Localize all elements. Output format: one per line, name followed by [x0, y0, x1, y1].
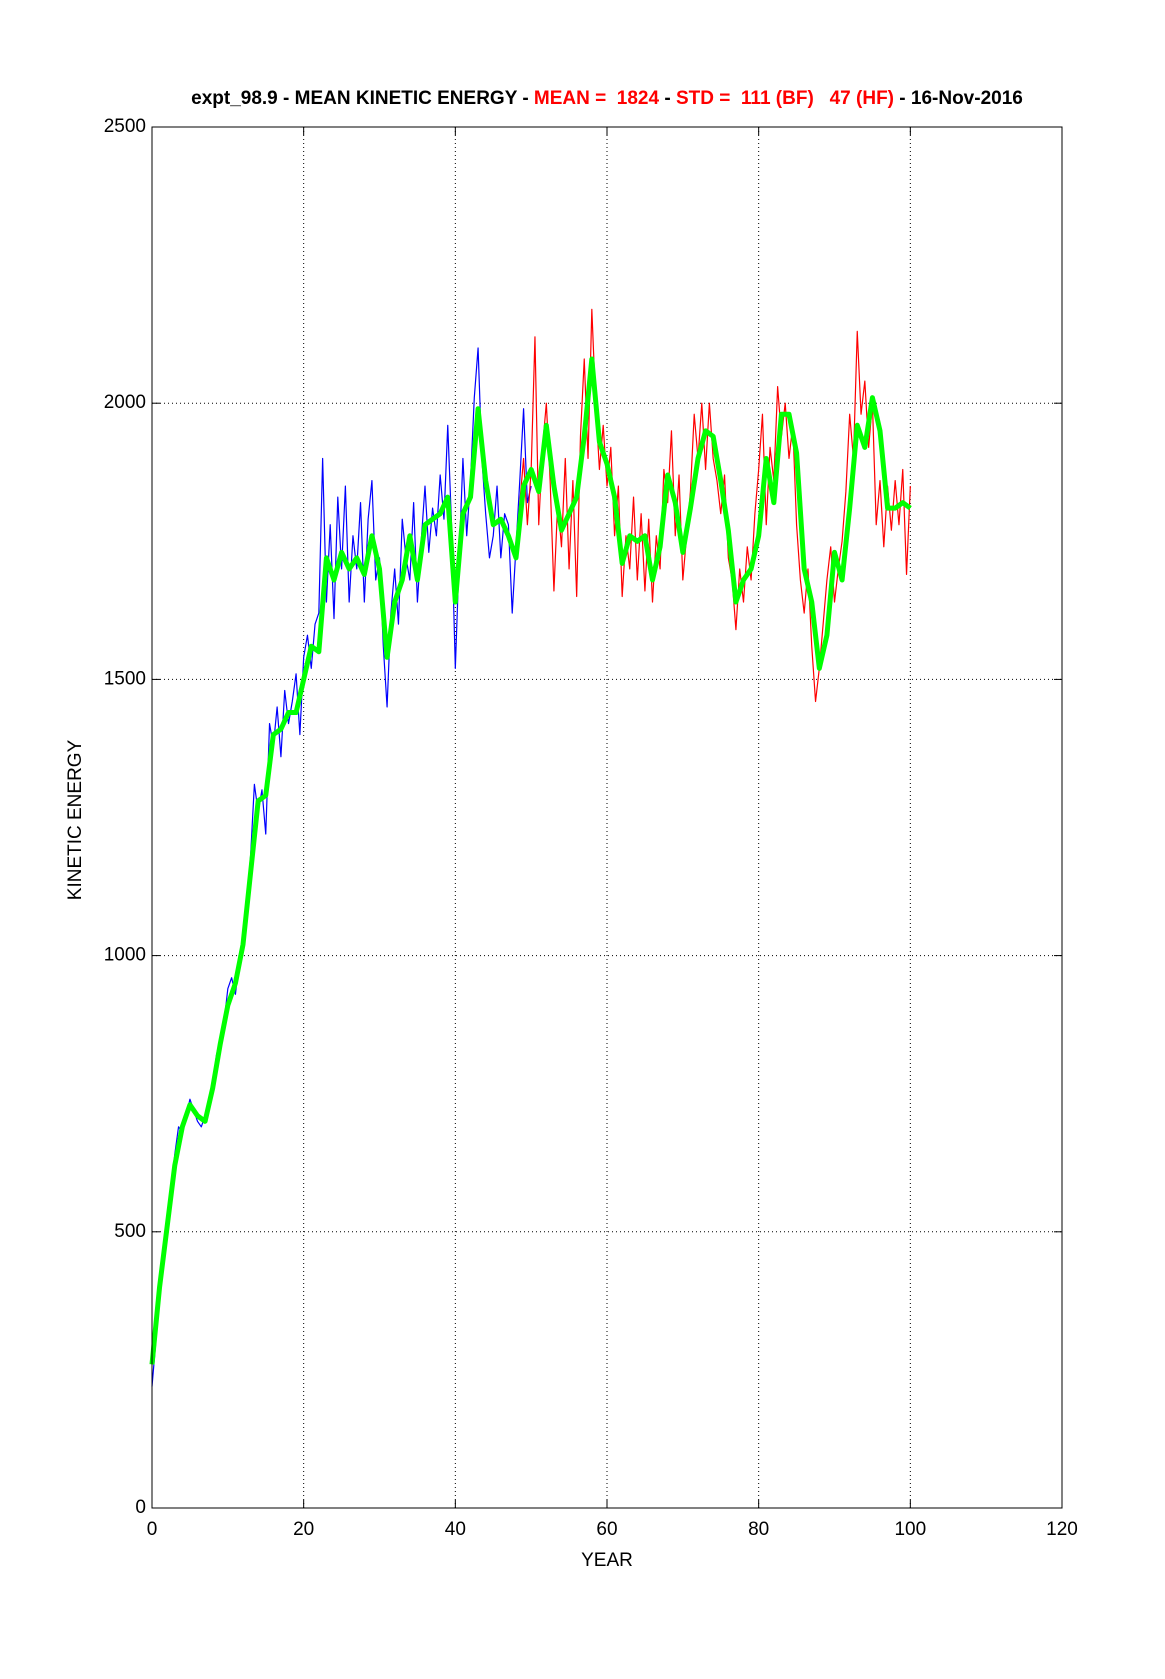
title-part: - — [659, 88, 676, 109]
chart-title: expt_98.9 - MEAN KINETIC ENERGY - MEAN =… — [191, 88, 1023, 109]
plot-frame — [151, 126, 1063, 1509]
y-tick-label: 0 — [135, 1497, 146, 1518]
y-axis-label: KINETIC ENERGY — [65, 739, 86, 900]
title-part: MEAN = 1824 — [534, 88, 660, 109]
x-axis-label: YEAR — [581, 1550, 633, 1571]
x-tick-label: 0 — [147, 1519, 158, 1540]
title-part: expt_98.9 - MEAN KINETIC ENERGY - — [191, 88, 534, 109]
title-part: STD = 111 (BF) 47 (HF) — [676, 88, 894, 109]
x-tick-label: 40 — [445, 1519, 466, 1540]
data-line — [515, 308, 911, 703]
x-tick-label: 20 — [293, 1519, 314, 1540]
y-tick-label: 2000 — [104, 392, 146, 413]
x-tick-label: 100 — [894, 1519, 926, 1540]
y-tick-label: 500 — [114, 1221, 146, 1242]
y-tick-label: 2500 — [104, 116, 146, 137]
y-tick-label: 1000 — [104, 945, 146, 966]
y-tick-label: 1500 — [104, 668, 146, 689]
title-part: - 16-Nov-2016 — [894, 88, 1023, 109]
x-tick-label: 60 — [596, 1519, 617, 1540]
x-tick-label: 120 — [1046, 1519, 1078, 1540]
x-tick-label: 80 — [748, 1519, 769, 1540]
data-line — [149, 356, 912, 1365]
